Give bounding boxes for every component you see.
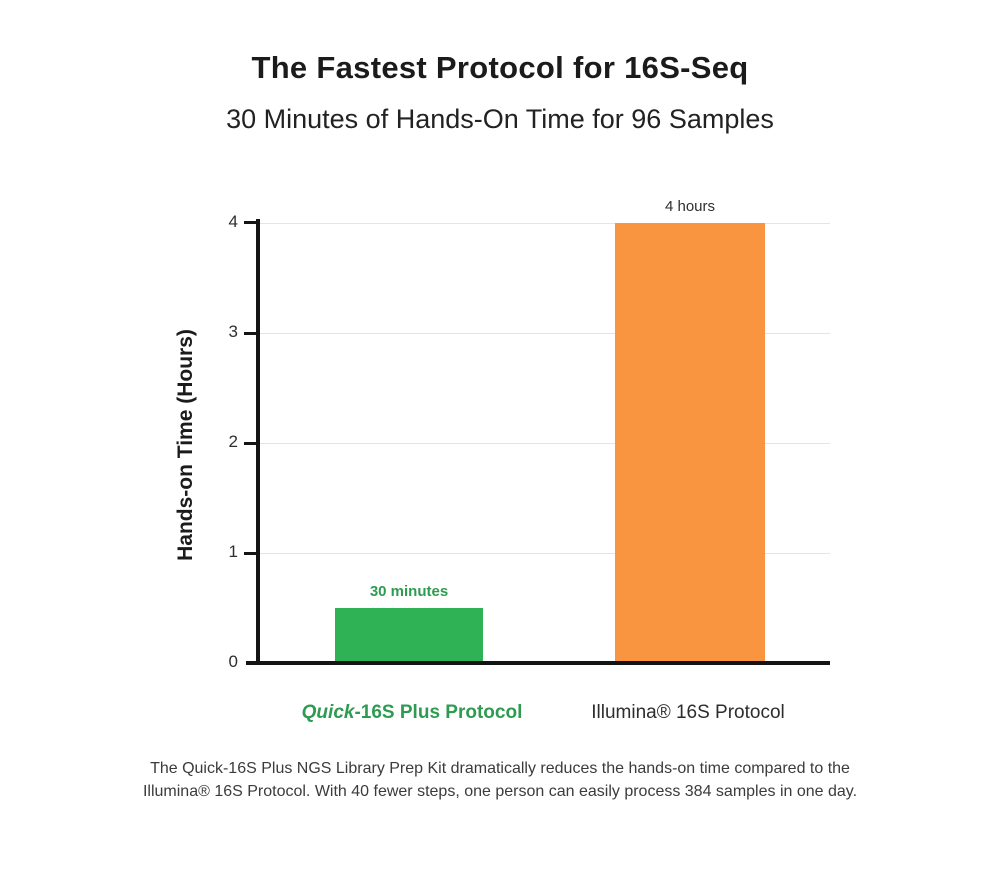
category-label-quick-16s-plus: Quick-16S Plus Protocol — [302, 702, 523, 724]
y-tick-label-1: 1 — [228, 542, 238, 561]
page-title: The Fastest Protocol for 16S-Seq — [251, 50, 749, 85]
gridline-1 — [260, 553, 830, 554]
category-label-illumina-16s: Illumina® 16S Protocol — [591, 702, 785, 723]
x-axis-line — [246, 661, 830, 665]
chart-caption: The Quick-16S Plus NGS Library Prep Kit … — [142, 760, 858, 800]
gridline-3 — [260, 333, 830, 334]
bar-chart-plot-area: 30 minutes 4 hours — [260, 198, 830, 663]
bar-column-illumina: 4 hours — [615, 198, 765, 663]
bar-value-label-quick: 30 minutes — [369, 583, 449, 600]
y-axis-title: Hands-on Time (Hours) — [174, 329, 197, 561]
y-tick-2 — [244, 442, 257, 445]
y-tick-4 — [244, 221, 257, 224]
y-tick-3 — [244, 332, 257, 335]
gridline-4 — [260, 223, 830, 224]
page-subtitle: 30 Minutes of Hands-On Time for 96 Sampl… — [226, 104, 774, 134]
bar-quick-16s-plus — [335, 608, 483, 663]
y-axis-line — [256, 219, 260, 665]
bar-illumina-16s — [615, 223, 765, 663]
category-label-quick-italic-part: Quick — [301, 702, 355, 723]
y-tick-label-0: 0 — [228, 652, 238, 671]
bar-value-label-illumina: 4 hours — [664, 198, 716, 215]
bar-column-quick: 30 minutes — [335, 583, 483, 663]
gridline-2 — [260, 443, 830, 444]
category-label-quick-rest-part: -16S Plus Protocol — [354, 702, 523, 723]
y-tick-label-3: 3 — [228, 322, 238, 341]
y-tick-label-4: 4 — [228, 212, 238, 231]
y-tick-label-2: 2 — [228, 432, 238, 451]
y-tick-1 — [244, 552, 257, 555]
